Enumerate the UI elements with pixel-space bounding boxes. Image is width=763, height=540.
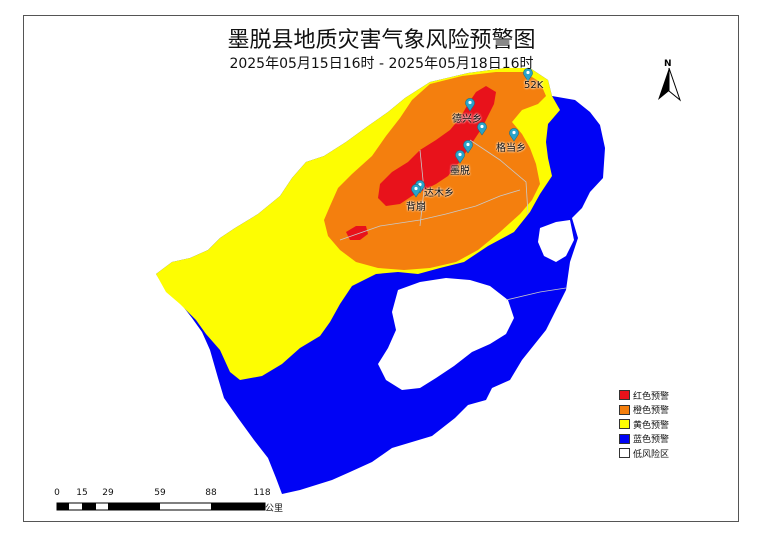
north-label: N	[664, 59, 672, 69]
legend-label: 蓝色预警	[633, 435, 670, 446]
legend-item-orange: 橙色预警	[619, 403, 669, 418]
location-pin-icon	[509, 128, 519, 142]
location-pin-dot	[512, 130, 516, 135]
legend-swatch	[619, 419, 630, 430]
legend-item-red: 红色预警	[619, 388, 669, 403]
location-pin-dot	[468, 100, 472, 105]
scale-tick-label: 88	[205, 488, 217, 498]
legend-label: 橙色预警	[633, 406, 670, 417]
location-pin-icon	[455, 150, 465, 164]
legend: 红色预警 橙色预警 黄色预警 蓝色预警 低风险区	[619, 388, 669, 461]
map-subtitle: 2025年05月15日16时 - 2025年05月18日16时	[229, 56, 534, 72]
place-label-52k: 52K	[524, 80, 544, 91]
location-pin-icon	[465, 98, 475, 112]
location-pin-icon	[411, 184, 421, 198]
place-label-gedang: 格当乡	[496, 143, 526, 154]
scale-tick-label: 0	[54, 488, 60, 498]
red-warning-zone	[378, 86, 496, 206]
red-warning-zone-small	[346, 226, 368, 240]
legend-swatch	[619, 433, 630, 444]
place-label-beibeng: 背崩	[406, 202, 426, 213]
scale-tick-label: 29	[102, 488, 114, 498]
location-pin-icon	[523, 68, 533, 82]
legend-swatch	[619, 404, 630, 415]
scale-unit-label: 公里	[265, 504, 284, 514]
location-pin-dot	[458, 152, 462, 157]
location-pin-dot	[418, 182, 422, 187]
location-pin-dot	[526, 70, 530, 75]
place-label-motuo: 墨脱	[450, 166, 470, 177]
location-pin-icon	[463, 140, 473, 154]
township-boundary	[339, 139, 567, 301]
legend-item-yellow: 黄色预警	[619, 417, 669, 432]
location-pin-dot	[466, 142, 470, 147]
location-pin-dot	[414, 186, 418, 191]
place-label-dexing: 德兴乡	[452, 114, 482, 125]
legend-item-low: 低风险区	[619, 446, 669, 461]
location-pins	[411, 68, 533, 198]
legend-swatch	[619, 390, 630, 401]
legend-label: 黄色预警	[633, 420, 670, 431]
legend-item-blue: 蓝色预警	[619, 432, 669, 447]
scale-tick-label: 59	[154, 488, 166, 498]
legend-swatch	[619, 448, 630, 459]
low-risk-zone-east	[538, 220, 574, 262]
scale-tick-label: 118	[253, 488, 271, 498]
place-label-damu: 达木乡	[424, 188, 454, 199]
legend-label: 低风险区	[633, 449, 670, 460]
scale-tick-label: 15	[76, 488, 88, 498]
map-title: 墨脱县地质灾害气象风险预警图	[227, 28, 536, 53]
location-pin-icon	[477, 122, 487, 136]
scale-bar	[56, 502, 266, 511]
north-arrow-icon	[658, 67, 682, 102]
legend-label: 红色预警	[633, 391, 670, 402]
low-risk-zone	[378, 278, 514, 390]
location-pin-dot	[480, 124, 484, 129]
